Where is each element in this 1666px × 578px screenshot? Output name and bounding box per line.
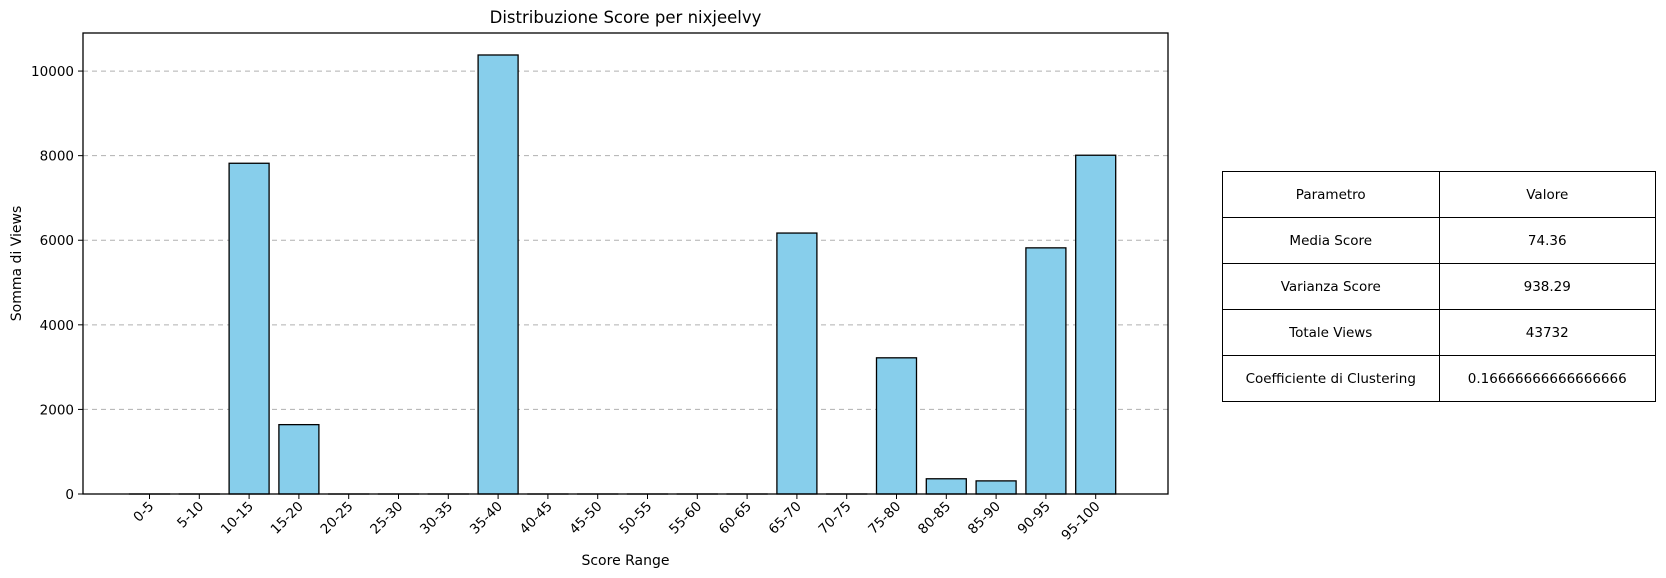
x-tick-label: 25-30 xyxy=(367,499,406,538)
x-tick-label: 95-100 xyxy=(1058,499,1103,544)
x-tick-label: 0-5 xyxy=(130,499,157,526)
y-tick-label: 10000 xyxy=(31,64,74,80)
table-cell-parameter: Varianza Score xyxy=(1222,263,1440,310)
bar xyxy=(477,54,519,495)
bar-chart: 0 2000 4000 6000 8000 10000 0-5 5-10 10-15 15-20… xyxy=(9,8,1169,569)
x-tick-label: 70-75 xyxy=(815,499,854,538)
x-tick-label: 80-85 xyxy=(915,499,954,538)
table-header-cell: Parametro xyxy=(1222,171,1440,218)
y-tick-label: 0 xyxy=(65,487,74,503)
table-cell-value: 74.36 xyxy=(1438,217,1656,264)
x-tick-label: 85-90 xyxy=(965,499,1004,538)
table-cell-parameter: Totale Views xyxy=(1222,309,1440,356)
x-tick-label: 65-70 xyxy=(766,499,805,538)
chart-title: Distribuzione Score per nixjeelvy xyxy=(490,8,762,27)
x-axis-ticks: 0-5 5-10 10-15 15-20 20-25 25-30 30-35 35-40 40-… xyxy=(130,494,1104,544)
x-tick-label: 60-65 xyxy=(716,499,755,538)
x-tick-label: 50-55 xyxy=(616,499,655,538)
bar xyxy=(1075,154,1117,495)
table-row: Media Score 74.36 xyxy=(1222,217,1656,264)
stats-table: Parametro Valore Media Score 74.36 Varia… xyxy=(1222,171,1656,402)
x-tick-label: 15-20 xyxy=(268,499,307,538)
bar xyxy=(875,357,918,495)
table-cell-value: 43732 xyxy=(1438,309,1656,356)
y-tick-label: 6000 xyxy=(40,233,74,249)
x-tick-label: 10-15 xyxy=(218,499,257,538)
table-cell-value: 938.29 xyxy=(1438,263,1656,310)
x-tick-label: 5-10 xyxy=(174,499,207,532)
table-row: Totale Views 43732 xyxy=(1222,309,1656,356)
bar xyxy=(278,423,320,495)
table-row: Varianza Score 938.29 xyxy=(1222,263,1656,310)
bar xyxy=(925,478,967,495)
x-tick-label: 55-60 xyxy=(666,499,705,538)
y-axis-ticks: 0 2000 4000 6000 8000 10000 xyxy=(31,64,83,503)
x-axis-label: Score Range xyxy=(581,553,669,569)
bar xyxy=(228,162,270,495)
bars xyxy=(128,54,1117,495)
y-axis-label: Somma di Views xyxy=(9,206,25,322)
bar xyxy=(776,232,818,495)
x-tick-label: 75-80 xyxy=(865,499,904,538)
x-tick-label: 20-25 xyxy=(317,499,356,538)
bar xyxy=(975,480,1017,495)
bar xyxy=(1025,247,1067,495)
table-cell-value: 0.16666666666666666 xyxy=(1438,355,1656,402)
x-tick-label: 45-50 xyxy=(566,499,605,538)
table-header-cell: Valore xyxy=(1438,171,1656,218)
x-tick-label: 40-45 xyxy=(517,499,556,538)
x-tick-label: 30-35 xyxy=(417,499,456,538)
table-header-row: Parametro Valore xyxy=(1222,171,1656,218)
x-tick-label: 90-95 xyxy=(1015,499,1054,538)
y-tick-label: 8000 xyxy=(40,149,74,165)
x-tick-label: 35-40 xyxy=(467,499,506,538)
y-tick-label: 2000 xyxy=(40,402,74,418)
y-tick-label: 4000 xyxy=(40,318,74,334)
table-cell-parameter: Media Score xyxy=(1222,217,1440,264)
table-row: Coefficiente di Clustering 0.16666666666… xyxy=(1222,355,1656,402)
table-cell-parameter: Coefficiente di Clustering xyxy=(1222,355,1440,402)
plot-frame xyxy=(82,32,1169,495)
